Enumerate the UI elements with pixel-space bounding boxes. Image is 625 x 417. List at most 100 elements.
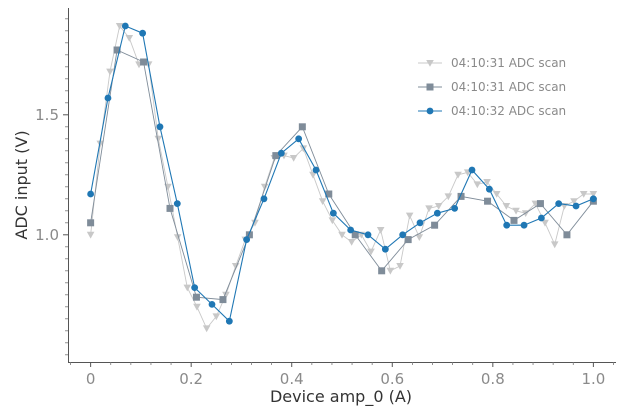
data-point — [473, 181, 482, 189]
data-point — [364, 231, 372, 239]
data-point — [243, 236, 251, 244]
x-axis-title: Device amp_0 (A) — [270, 387, 412, 407]
data-point — [503, 221, 511, 229]
data-point — [492, 191, 501, 198]
legend-item: 04:10:31 ADC scan — [418, 56, 566, 70]
data-point — [208, 301, 216, 308]
data-point — [536, 200, 544, 208]
data-point — [563, 231, 571, 239]
data-point — [309, 171, 317, 179]
data-point — [537, 214, 545, 222]
data-point — [502, 203, 511, 210]
legend-label: 04:10:32 ADC scan — [451, 104, 566, 118]
data-point — [245, 231, 253, 239]
data-point — [329, 209, 337, 217]
series-1 — [87, 46, 597, 304]
data-point — [295, 135, 303, 143]
data-point — [555, 200, 563, 208]
data-point — [318, 198, 327, 205]
legend-label: 04:10:31 ADC scan — [451, 56, 566, 70]
data-point — [219, 296, 227, 304]
data-point — [347, 239, 356, 246]
data-point — [381, 245, 389, 253]
data-point — [433, 209, 441, 217]
data-point — [484, 197, 492, 205]
legend-marker — [426, 60, 434, 67]
data-point — [425, 205, 433, 213]
data-point — [404, 236, 412, 244]
data-point — [277, 149, 285, 157]
x-tick-label: 0.8 — [481, 370, 505, 388]
data-point — [312, 166, 320, 174]
data-point — [113, 46, 121, 54]
data-point — [86, 231, 95, 239]
data-point — [87, 190, 95, 198]
data-point — [468, 166, 476, 174]
series-2 — [87, 22, 597, 325]
data-point — [299, 145, 308, 153]
data-point — [415, 234, 424, 241]
data-point — [378, 267, 386, 275]
data-point — [298, 123, 306, 131]
data-point — [572, 202, 580, 210]
legend-item: 04:10:32 ADC scan — [418, 104, 566, 118]
y-tick-label: 1.5 — [35, 106, 59, 124]
data-point — [328, 217, 337, 225]
tick-marks — [63, 18, 614, 367]
series-line — [90, 24, 594, 330]
data-point — [386, 267, 395, 275]
legend-marker — [426, 107, 434, 115]
data-point — [376, 227, 385, 234]
data-point — [183, 284, 192, 292]
data-point — [431, 221, 439, 229]
data-point — [104, 94, 112, 102]
data-point — [87, 219, 95, 227]
data-point — [222, 291, 230, 299]
data-point — [589, 191, 598, 198]
data-point — [251, 219, 259, 227]
data-point — [483, 179, 491, 186]
data-point — [570, 198, 578, 205]
data-point — [457, 192, 465, 200]
data-point — [225, 317, 233, 325]
data-point — [347, 226, 355, 234]
x-tick-label: 1.0 — [581, 370, 605, 388]
data-point — [192, 293, 200, 301]
data-point — [154, 135, 163, 143]
data-point — [164, 183, 172, 191]
data-point — [96, 140, 105, 148]
data-point — [260, 183, 269, 191]
data-point — [121, 22, 129, 30]
series-0 — [86, 23, 598, 333]
data-point — [260, 195, 268, 203]
data-point — [139, 29, 147, 37]
legend: 04:10:31 ADC scan 04:10:31 ADC scan 04:10:… — [418, 56, 566, 118]
x-tick-label: 0.4 — [280, 370, 304, 388]
x-tick-label: 0.2 — [179, 370, 203, 388]
data-point — [589, 195, 597, 203]
data-point — [550, 241, 559, 249]
data-point — [396, 263, 404, 270]
data-point — [191, 284, 199, 291]
y-axis-title: ADC input (V) — [12, 130, 31, 239]
x-tick-label: 0.6 — [380, 370, 404, 388]
series-line — [90, 25, 594, 323]
data-point — [156, 123, 164, 131]
data-point — [338, 231, 346, 239]
data-point — [193, 303, 201, 311]
series-line — [90, 49, 594, 301]
legend-item: 04:10:31 ADC scan — [418, 80, 566, 94]
data-point — [173, 234, 182, 241]
data-point — [444, 193, 453, 201]
legend-label: 04:10:31 ADC scan — [451, 80, 566, 94]
data-point — [512, 207, 520, 215]
data-point — [272, 152, 280, 160]
data-point — [351, 231, 359, 239]
data-point — [579, 191, 588, 198]
x-tick-label: 0 — [86, 370, 96, 388]
data-point — [399, 231, 407, 239]
data-point — [202, 325, 211, 333]
data-point — [173, 200, 181, 208]
data-point — [166, 204, 174, 212]
